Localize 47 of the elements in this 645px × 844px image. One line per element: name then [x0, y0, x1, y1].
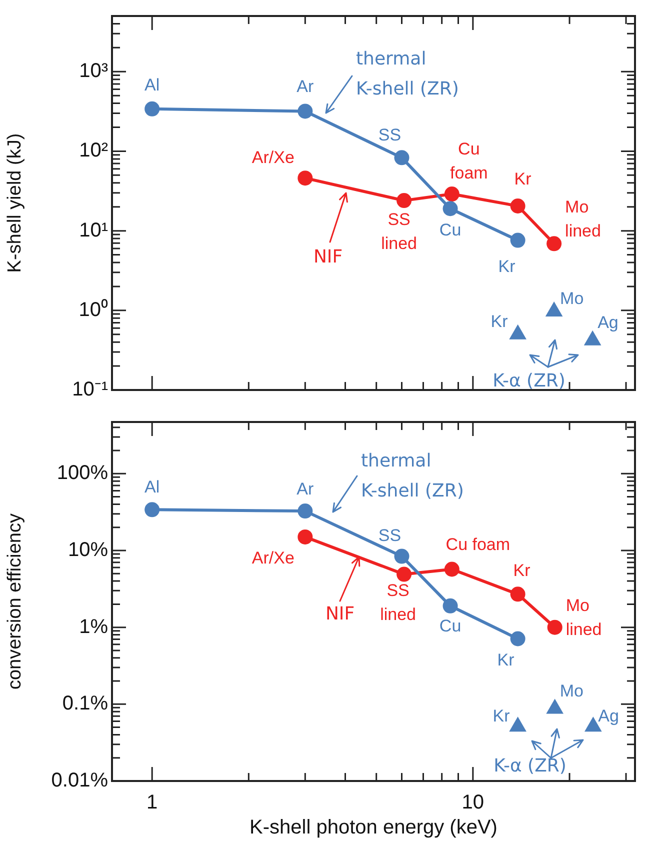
- text: NIF: [325, 604, 355, 625]
- data-label: Kr: [497, 650, 515, 670]
- data-label: SS lined: [381, 210, 418, 254]
- y-tick-label: 0.1%: [62, 692, 108, 715]
- series-label: thermal K-shell (ZR): [361, 450, 464, 502]
- data-label: Ag: [598, 706, 619, 726]
- text: NIF: [313, 246, 343, 268]
- y-tick-label: 10¹: [79, 219, 108, 242]
- data-label: Mo: [560, 681, 584, 700]
- data-label: Kr: [498, 256, 516, 276]
- y-tick-label: 1%: [79, 616, 108, 638]
- data-label: SS: [378, 526, 402, 545]
- data-label: Kr: [492, 706, 510, 726]
- y-tick-label: 10⁰: [78, 298, 108, 321]
- legend-label: K-α (ZR): [494, 756, 566, 777]
- data-label: Mo lined: [566, 596, 602, 640]
- data-label: Cu: [439, 616, 462, 636]
- data-label: Mo: [560, 289, 584, 308]
- series-label: thermal K-shell (ZR): [356, 48, 459, 100]
- data-label: Ar: [296, 76, 314, 96]
- y-tick-label: 10³: [79, 60, 108, 82]
- data-label: Al: [144, 477, 160, 496]
- y-axis-title: conversion efficiency: [4, 512, 26, 690]
- data-label: Kr: [490, 312, 508, 332]
- data-label: Kr: [514, 170, 532, 189]
- x-tick-label: 10: [462, 792, 484, 814]
- data-label: Ag: [598, 313, 618, 332]
- y-axis-title: K-shell yield (kJ): [4, 133, 26, 273]
- y-tick-label: 0.01%: [51, 770, 108, 792]
- y-tick-label: 10²: [79, 140, 108, 162]
- x-tick-label: 1: [146, 792, 158, 814]
- data-label: Kr: [513, 560, 531, 580]
- data-label: Mo lined: [565, 197, 601, 240]
- data-label: Cu foam: [450, 140, 488, 183]
- data-label: SS: [378, 125, 402, 144]
- y-tick-label: 10%: [68, 539, 108, 561]
- y-tick-label: 10⁻¹: [72, 378, 108, 401]
- data-label: Ar: [296, 480, 314, 499]
- y-tick-label: 100%: [56, 462, 108, 484]
- legend-label: K-α (ZR): [492, 370, 566, 392]
- data-label: Cu foam: [446, 534, 510, 554]
- data-label: Ar/Xe: [252, 548, 294, 568]
- data-label: Al: [144, 76, 160, 95]
- data-label: Ar/Xe: [252, 148, 294, 167]
- data-label: SS lined: [380, 580, 416, 624]
- data-label: Cu: [439, 220, 462, 240]
- x-axis-title: K-shell photon energy (keV): [250, 816, 498, 839]
